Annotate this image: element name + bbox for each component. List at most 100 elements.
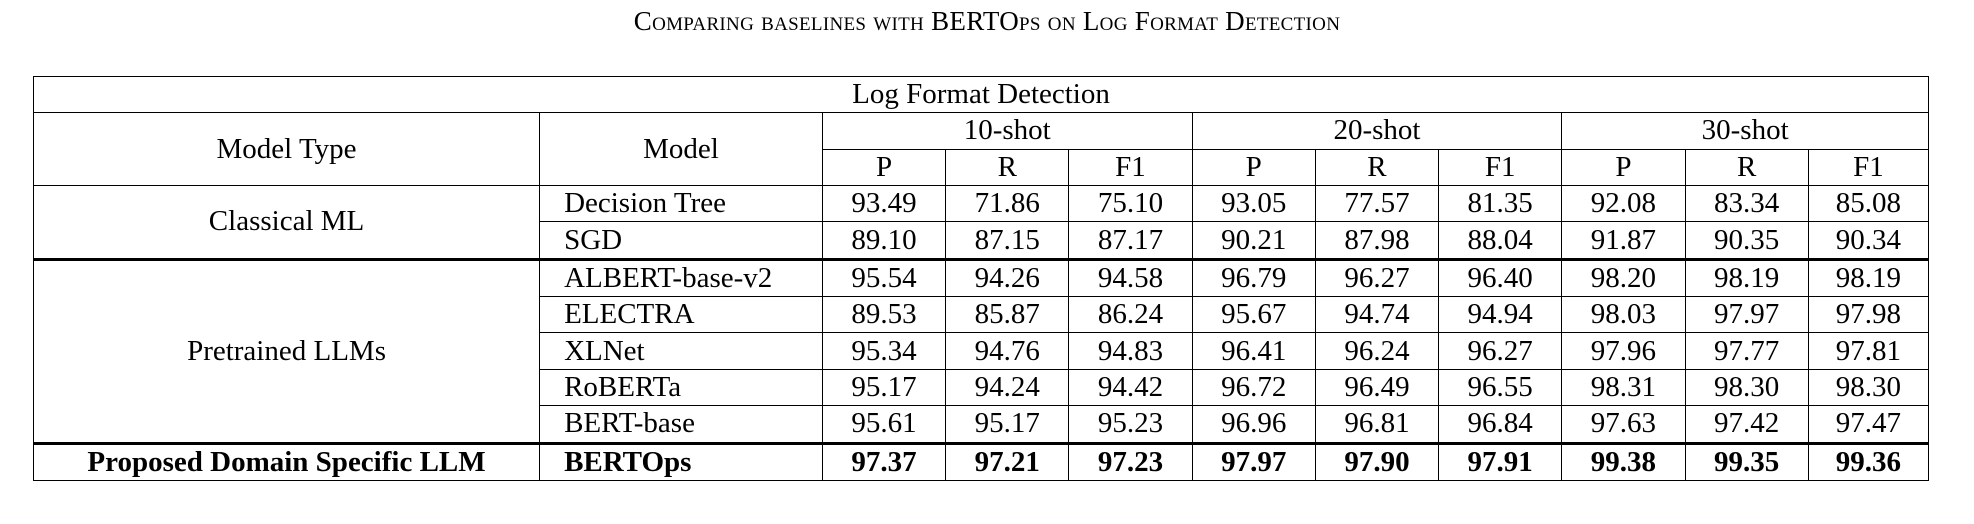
metric-value-cell: 96.41	[1191, 332, 1316, 370]
metric-value-cell: 97.42	[1684, 405, 1809, 444]
table-row: BERT-base 95.61 95.17 95.23 96.96 96.81 96.84 9…	[34, 405, 1930, 444]
metric-value-cell: 95.54	[821, 257, 947, 298]
metric-value-cell: 96.84	[1438, 405, 1563, 444]
metric-value-cell: 99.38	[1561, 441, 1686, 482]
header-row-groups: Model Type Model 10-shot 20-shot 30-shot	[32, 112, 1929, 186]
metric-value-cell: 89.53	[821, 296, 947, 334]
results-table: Log Format Detection Model Type Model 10…	[32, 75, 1930, 482]
metric-value-cell: 97.98	[1807, 296, 1930, 334]
metric-value-cell: 97.81	[1807, 332, 1930, 370]
model-name-cell: XLNet	[539, 332, 823, 370]
metric-value-cell: 97.97	[1684, 296, 1809, 334]
header-metric: F1	[1438, 148, 1563, 186]
metric-value-cell: 87.17	[1068, 221, 1193, 260]
model-name-cell: Decision Tree	[539, 184, 823, 223]
metric-value-cell: 98.19	[1807, 257, 1930, 298]
metric-value-cell: 93.49	[821, 184, 947, 223]
metric-value-cell: 94.24	[945, 368, 1070, 407]
table-row: Classical ML Decision Tree 93.49 71.86 75.10…	[32, 184, 1930, 260]
model-type-cell: Proposed Domain Specific LLM	[32, 441, 541, 482]
metric-value-cell: 96.81	[1314, 405, 1440, 444]
model-name-cell: ALBERT-base-v2	[539, 257, 823, 298]
metric-value-cell: 98.20	[1561, 257, 1686, 298]
metric-value-cell: 98.30	[1807, 368, 1930, 407]
metric-value-cell: 97.97	[1191, 441, 1316, 482]
metric-value-cell: 98.19	[1684, 257, 1809, 298]
model-name-cell: RoBERTa	[539, 368, 823, 407]
metric-value-cell: 87.98	[1314, 221, 1440, 260]
model-name-cell: SGD	[539, 221, 823, 260]
metric-value-cell: 99.35	[1684, 441, 1809, 482]
header-metric: P	[1561, 148, 1686, 186]
table-caption: Comparing baselines with BERTOps on Log …	[633, 6, 1341, 36]
model-name-cell: ELECTRA	[539, 296, 823, 334]
metric-value-cell: 97.77	[1684, 332, 1809, 370]
metric-value-cell: 94.83	[1068, 332, 1193, 370]
metric-value-cell: 85.87	[945, 296, 1070, 334]
metric-value-cell: 98.03	[1561, 296, 1686, 334]
metric-value-cell: 95.34	[821, 332, 947, 370]
metric-value-cell: 98.30	[1684, 368, 1809, 407]
header-metric: P	[821, 148, 947, 186]
table-row: ELECTRA 89.53 85.87 86.24 95.67 94.74 94.94 98.…	[34, 296, 1930, 334]
model-type-cell: Pretrained LLMs	[32, 257, 541, 444]
metric-value-cell: 96.55	[1438, 368, 1563, 407]
metric-value-cell: 92.08	[1561, 184, 1686, 223]
header-model: Model	[539, 112, 823, 186]
metric-value-cell: 97.90	[1314, 441, 1440, 482]
metric-value-cell: 85.08	[1807, 184, 1930, 223]
metric-value-cell: 93.05	[1191, 184, 1316, 223]
metric-value-cell: 86.24	[1068, 296, 1193, 334]
table-body: Log Format Detection Model Type Model 10…	[32, 75, 1930, 482]
header-metric: R	[945, 148, 1070, 186]
metric-value-cell: 96.27	[1438, 332, 1563, 370]
metric-value-cell: 96.96	[1191, 405, 1316, 444]
metric-value-cell: 97.37	[821, 441, 947, 482]
metric-value-cell: 90.21	[1191, 221, 1316, 260]
metric-value-cell: 99.36	[1807, 441, 1930, 482]
metric-value-cell: 97.63	[1561, 405, 1686, 444]
header-group-10-shot: 10-shot	[821, 112, 1193, 150]
header-metric: F1	[1068, 148, 1193, 186]
header-metric: F1	[1807, 148, 1930, 186]
table-row: Pretrained LLMs ALBERT-base-v2 95.54 94.26 9…	[32, 257, 1930, 444]
metric-value-cell: 87.15	[945, 221, 1070, 260]
header-group-30-shot: 30-shot	[1561, 112, 1929, 150]
metric-value-cell: 98.31	[1561, 368, 1686, 407]
table-title: Log Format Detection	[33, 75, 1929, 114]
metric-value-cell: 88.04	[1438, 221, 1563, 260]
header-model-type: Model Type	[32, 112, 541, 186]
metric-value-cell: 96.72	[1191, 368, 1316, 407]
metric-value-cell: 90.34	[1807, 221, 1930, 260]
table-row: SGD 89.10 87.15 87.17 90.21 87.98 88.04 91.87 90…	[34, 221, 1930, 260]
metric-value-cell: 97.21	[945, 441, 1070, 482]
metric-value-cell: 96.79	[1191, 257, 1316, 298]
model-name-cell: BERT-base	[539, 405, 823, 444]
header-metric: R	[1314, 148, 1440, 186]
header-metric: R	[1684, 148, 1809, 186]
metric-value-cell: 96.49	[1314, 368, 1440, 407]
metric-value-cell: 96.24	[1314, 332, 1440, 370]
header-group-20-shot: 20-shot	[1191, 112, 1563, 150]
metric-value-cell: 95.23	[1068, 405, 1193, 444]
metric-value-cell: 90.35	[1684, 221, 1809, 260]
header-metric: P	[1191, 148, 1316, 186]
metric-value-cell: 91.87	[1561, 221, 1686, 260]
metric-value-cell: 97.91	[1438, 441, 1563, 482]
metric-value-cell: 77.57	[1314, 184, 1440, 223]
header-row-metrics: P R F1 P R F1 P R F1	[34, 148, 1930, 186]
metric-value-cell: 94.74	[1314, 296, 1440, 334]
metric-value-cell: 95.61	[821, 405, 947, 444]
metric-value-cell: 83.34	[1684, 184, 1809, 223]
metric-value-cell: 75.10	[1068, 184, 1193, 223]
metric-value-cell: 96.27	[1314, 257, 1440, 298]
metric-value-cell: 94.42	[1068, 368, 1193, 407]
metric-value-cell: 71.86	[945, 184, 1070, 223]
metric-value-cell: 96.40	[1438, 257, 1563, 298]
table-row: RoBERTa 95.17 94.24 94.42 96.72 96.49 96.55 98.…	[34, 368, 1930, 407]
model-name-cell: BERTOps	[539, 441, 823, 482]
metric-value-cell: 97.23	[1068, 441, 1193, 482]
metric-value-cell: 95.67	[1191, 296, 1316, 334]
metric-value-cell: 94.94	[1438, 296, 1563, 334]
metric-value-cell: 97.47	[1807, 405, 1930, 444]
